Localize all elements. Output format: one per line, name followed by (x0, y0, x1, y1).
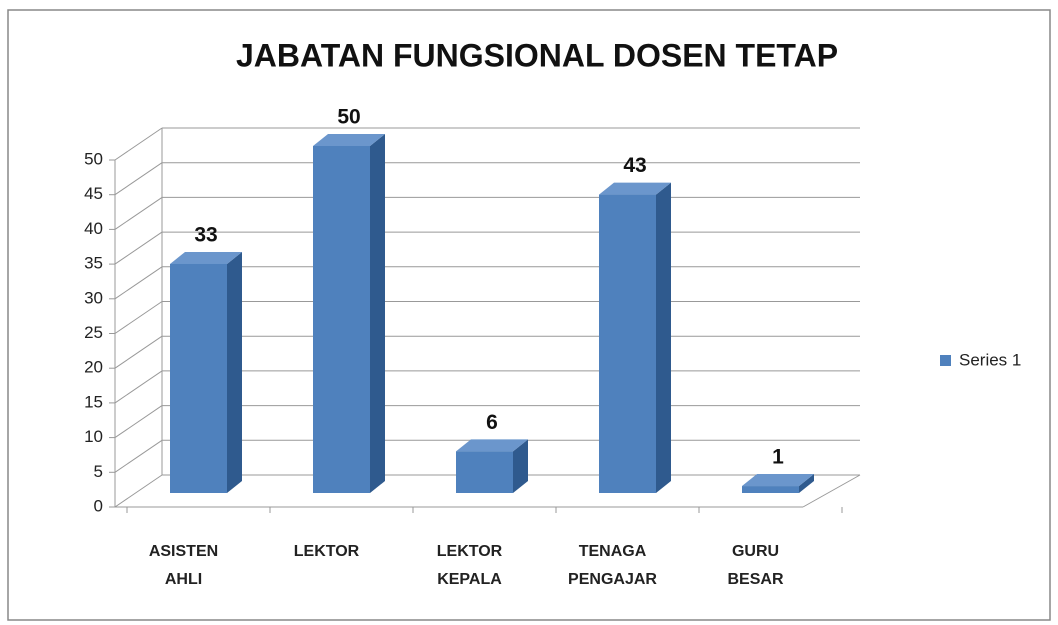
grid-line (114, 335, 163, 369)
bar (313, 134, 385, 493)
x-tick-label: TENAGA PENGAJAR (568, 543, 657, 588)
y-tick-label: 30 (84, 288, 103, 307)
bar-side (227, 251, 242, 493)
bar-side (370, 134, 385, 493)
bar-front (456, 451, 513, 493)
bar (599, 182, 671, 493)
data-label: 33 (194, 224, 217, 247)
data-label: 6 (486, 411, 498, 434)
bar-top (170, 251, 242, 264)
grid-line (114, 127, 163, 161)
y-tick-label: 10 (84, 427, 103, 446)
data-label: 43 (623, 154, 646, 177)
grid-line (114, 370, 163, 404)
chart-title: JABATAN FUNGSIONAL DOSEN TETAP (236, 37, 838, 73)
bar (742, 474, 814, 493)
y-tick-label: 40 (84, 219, 103, 238)
grid-line (114, 231, 163, 265)
bar-front (313, 146, 370, 493)
x-tick-label: LEKTOR (293, 543, 360, 560)
grid-line (114, 405, 163, 439)
grid-line (114, 474, 163, 508)
bar (456, 439, 528, 493)
data-label: 1 (772, 446, 784, 469)
bar-front (170, 263, 227, 493)
x-tick-label: GURU BESAR (727, 543, 784, 588)
data-label: 50 (337, 106, 360, 129)
grid-line (114, 439, 163, 473)
bar-side (799, 474, 814, 493)
x-tick-label: LEKTOR KEPALA (436, 543, 503, 588)
y-tick-label: 35 (84, 254, 103, 273)
bar-front (742, 486, 799, 493)
y-tick-label: 20 (84, 358, 103, 377)
y-tick-label: 45 (84, 184, 103, 203)
grid-line (114, 301, 163, 334)
y-tick-label: 5 (94, 462, 103, 481)
floor-right (802, 474, 861, 508)
bar-side (656, 182, 671, 493)
legend-label: Series 1 (959, 350, 1021, 369)
chart-border (7, 9, 1051, 621)
grid-line (114, 266, 163, 300)
x-tick-label: ASISTEN AHLI (148, 543, 219, 588)
y-tick-label: 15 (84, 392, 103, 411)
bar-top (456, 439, 528, 452)
legend-swatch (940, 355, 951, 366)
grid-line (114, 196, 163, 230)
y-tick-label: 25 (84, 323, 103, 342)
bar-top (742, 474, 814, 487)
y-tick-label: 0 (94, 496, 103, 515)
bar-side (513, 439, 528, 493)
y-tick-label: 50 (84, 149, 103, 168)
grid-line (114, 162, 163, 196)
bar-front (599, 194, 656, 493)
bar-top (313, 134, 385, 146)
bar (170, 251, 242, 493)
bar-top (599, 182, 671, 195)
